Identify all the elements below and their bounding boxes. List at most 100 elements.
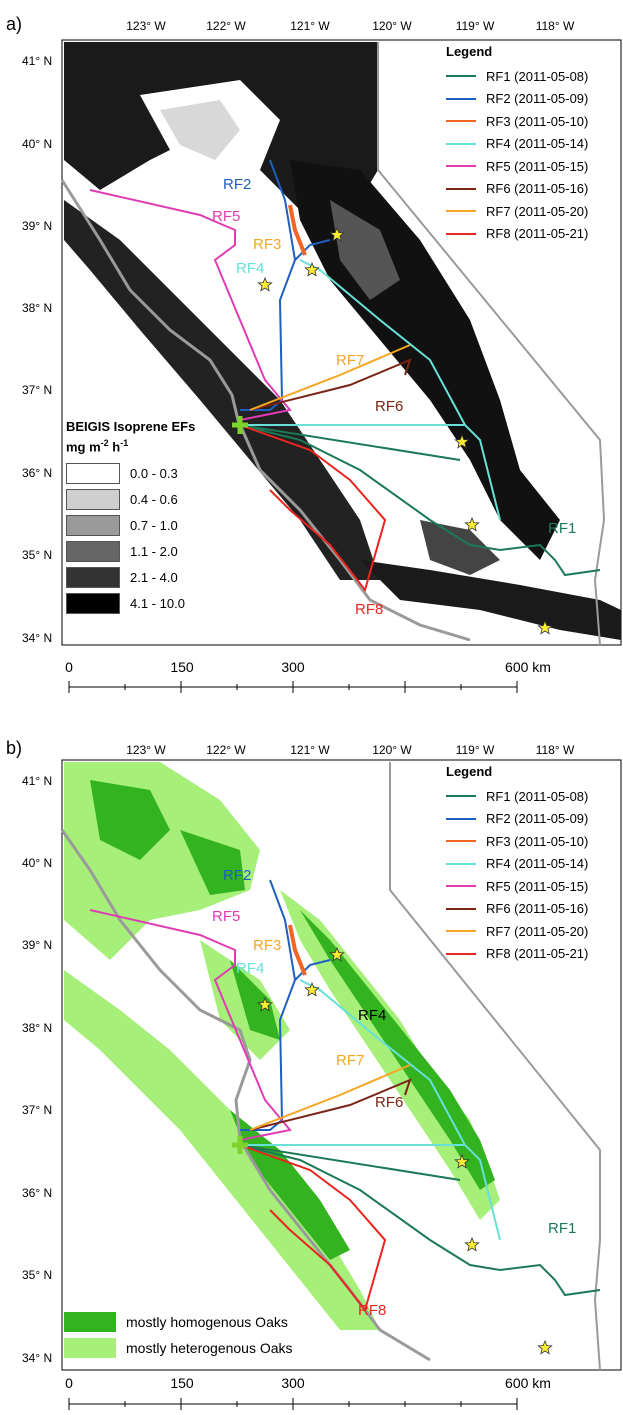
legend-label: RF2 (2011-05-09) <box>486 91 589 107</box>
flight-track <box>249 344 411 411</box>
star-marker <box>304 981 320 997</box>
lat-tick-label: 38° N <box>22 301 53 315</box>
legend-swatch <box>446 907 476 910</box>
site-markers <box>232 946 553 1355</box>
legend-item: RF2 (2011-05-09) <box>446 88 588 111</box>
legend-item: RF7 (2011-05-20) <box>446 920 588 943</box>
launch-marker <box>232 416 248 434</box>
legend-item: RF1 (2011-05-08) <box>446 65 588 88</box>
legend-item: RF7 (2011-05-20) <box>446 200 588 223</box>
flight-label: RF3 <box>253 937 282 954</box>
legend-title: Legend <box>446 764 493 779</box>
flight-track <box>240 159 331 411</box>
flight-track <box>240 879 331 1131</box>
flight-tracks <box>89 159 601 593</box>
flight-track <box>239 1144 387 1313</box>
beigis-unit: mg m-2 h-1 <box>66 438 129 455</box>
beigis-swatch <box>66 566 120 588</box>
lat-tick-label: 34° N <box>22 631 53 645</box>
lat-tick-label: 39° N <box>22 219 53 233</box>
lon-tick-label: 118° W <box>535 19 575 33</box>
flight-track <box>288 924 307 976</box>
star-marker <box>537 619 553 635</box>
lat-tick-label: 35° N <box>22 548 53 562</box>
legend-item: RF6 (2011-05-16) <box>446 898 588 921</box>
scale-label: 600 km <box>505 659 551 675</box>
beigis-swatch <box>66 540 120 562</box>
lon-tick-label: 120° W <box>372 743 412 757</box>
beigis-class-label: 2.1 - 4.0 <box>130 569 178 585</box>
beigis-class-label: 0.7 - 1.0 <box>130 517 178 533</box>
legend-swatch <box>446 75 476 78</box>
lat-tick-label: 36° N <box>22 466 53 480</box>
state-border <box>377 42 606 646</box>
flight-track <box>249 1064 411 1131</box>
beigis-class-label: 0.0 - 0.3 <box>130 465 178 481</box>
beigis-swatch <box>66 462 120 484</box>
lat-tick-label: 41° N <box>22 54 53 68</box>
legend-swatch <box>446 142 476 145</box>
scale-label: 300 <box>281 659 305 675</box>
flight-track <box>249 358 412 411</box>
legend-swatch <box>446 930 476 933</box>
legend-label: RF7 (2011-05-20) <box>486 923 589 939</box>
oak-legend: mostly homogenous Oaks mostly heterogeno… <box>64 1307 299 1363</box>
beigis-class-label: 0.4 - 0.6 <box>130 491 178 507</box>
flight-label: RF4 <box>236 960 265 977</box>
legend-item: RF6 (2011-05-16) <box>446 178 588 201</box>
flight-label: RF2 <box>223 867 252 884</box>
map-a <box>60 39 622 646</box>
flight-label: RF5 <box>212 908 241 925</box>
legend-item: RF4 (2011-05-14) <box>446 133 588 156</box>
flight-label: RF6 <box>375 1094 404 1111</box>
legend-label: RF8 (2011-05-21) <box>486 946 589 962</box>
scale-label: 600 km <box>505 1375 551 1391</box>
legend-label: RF2 (2011-05-09) <box>486 811 589 827</box>
flight-label: RF6 <box>375 398 404 415</box>
star-marker <box>329 226 345 242</box>
lat-tick-label: 39° N <box>22 938 53 952</box>
flight-label: RF2 <box>223 176 252 193</box>
flight-label: RF8 <box>358 1302 387 1319</box>
beigis-class-label: 4.1 - 10.0 <box>130 595 185 611</box>
lat-tick-label: 36° N <box>22 1186 53 1200</box>
star-marker <box>464 516 480 532</box>
legend-swatch <box>446 817 476 820</box>
legend-label: RF1 (2011-05-08) <box>486 68 589 84</box>
legend-item: RF2 (2011-05-09) <box>446 808 588 831</box>
legend-label: RF6 (2011-05-16) <box>486 901 589 917</box>
lon-tick-label: 122° W <box>206 743 246 757</box>
flight-label: RF3 <box>253 236 282 253</box>
legend-label: RF4 (2011-05-14) <box>486 856 589 872</box>
scale-label: 0 <box>65 659 73 675</box>
beigis-class: 1.1 - 2.0 <box>66 538 195 564</box>
panel-label: b) <box>6 738 23 758</box>
map-b <box>60 759 622 1371</box>
oak-legend-item: mostly heterogenous Oaks <box>64 1335 293 1361</box>
star-marker <box>454 1153 470 1169</box>
launch-marker <box>232 1136 248 1154</box>
legend-swatch <box>446 165 476 168</box>
beigis-swatch <box>66 514 120 536</box>
beigis-class: 2.1 - 4.0 <box>66 564 195 590</box>
legend-item: RF3 (2011-05-10) <box>446 110 588 133</box>
panel-a: a) 123° W 122° W 121° W 120° W 119° W 11… <box>0 0 623 705</box>
flight-tracks <box>89 879 601 1313</box>
lon-tick-label: 118° W <box>535 743 575 757</box>
flight-track <box>288 204 307 256</box>
beigis-class-label: 1.1 - 2.0 <box>130 543 178 559</box>
flight-label: RF4 <box>358 1007 387 1024</box>
star-marker <box>537 1339 553 1355</box>
lon-tick-label: 122° W <box>206 19 246 33</box>
lon-tick-label: 123° W <box>126 743 166 757</box>
legend-swatch <box>446 210 476 213</box>
scale-label: 150 <box>170 1375 194 1391</box>
beigis-class: 0.0 - 0.3 <box>66 460 195 486</box>
lat-tick-label: 35° N <box>22 1268 53 1282</box>
legend-swatch <box>446 97 476 100</box>
flight-track <box>89 909 292 1141</box>
flight-track <box>239 424 601 577</box>
panel-b: b) 123° W 122° W 121° W 120° W 119° W 11… <box>0 720 623 1415</box>
flight-label: RF7 <box>336 352 365 369</box>
legend-label: RF3 (2011-05-10) <box>486 833 589 849</box>
